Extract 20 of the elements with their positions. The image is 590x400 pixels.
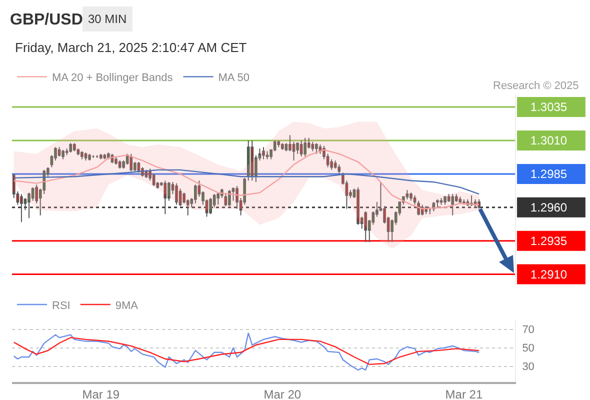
x-tick-label: Mar 20 [264, 387, 302, 400]
y-tick-label: 70 [522, 324, 534, 336]
text: 30 MIN [88, 12, 127, 26]
y-tick-label: 1.2935 [530, 234, 568, 248]
y-tick-label: 1.3010 [530, 134, 568, 148]
legend-label: RSI [52, 300, 70, 312]
y-tick-label: 50 [522, 342, 534, 355]
chart-subtitle: Friday, March 21, 2025 2:10:47 AM CET [15, 40, 247, 55]
y-tick-label: 1.2985 [530, 167, 568, 182]
legend-label: MA 20 + Bollinger Bands [52, 72, 174, 84]
y-tick-label: 30 [522, 361, 534, 374]
legend-label: MA 50 [218, 72, 250, 84]
x-tick-label: Mar 19 [82, 387, 120, 400]
y-tick-label: 1.3035 [530, 100, 568, 114]
legend-label: 9MA [115, 300, 139, 312]
y-tick-label: 1.2960 [530, 200, 568, 215]
chart-title: GBP/USD [10, 12, 83, 29]
y-tick-label: 1.2910 [530, 268, 568, 282]
text: Research © 2025 [493, 80, 579, 92]
x-tick-label: Mar 21 [445, 387, 483, 400]
